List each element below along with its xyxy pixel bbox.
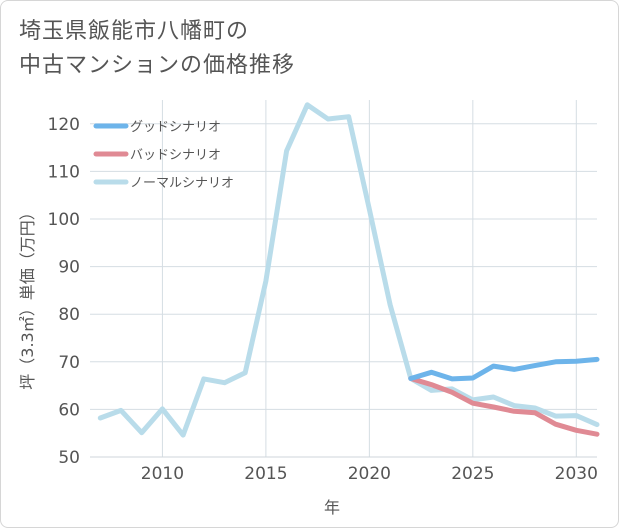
y-axis-label: 坪（3.3㎡）単価（万円）: [18, 204, 37, 389]
y-tick-label: 70: [58, 353, 80, 373]
legend-label: グッドシナリオ: [130, 120, 221, 135]
x-tick-label: 2020: [348, 464, 391, 484]
x-tick-label: 2010: [141, 464, 184, 484]
y-tick-label: 100: [48, 210, 80, 230]
y-tick-label: 80: [58, 305, 80, 325]
y-tick-label: 60: [58, 400, 80, 420]
series-line-2: [97, 102, 600, 438]
y-tick-label: 90: [58, 258, 80, 278]
series-line-0: [408, 356, 600, 382]
y-tick-label: 110: [48, 162, 80, 182]
x-tick-label: 2015: [244, 464, 287, 484]
legend-label: ノーマルシナリオ: [130, 176, 234, 191]
y-tick-label: 120: [48, 115, 80, 135]
series-line-1: [408, 376, 600, 437]
x-tick-label: 2030: [555, 464, 598, 484]
x-tick-label: 2025: [451, 464, 494, 484]
x-axis-label: 年: [324, 498, 340, 517]
series-lines: [97, 102, 600, 438]
legend-label: バッドシナリオ: [130, 148, 221, 163]
chart-title-line-1: 埼玉県飯能市八幡町の: [19, 19, 250, 44]
grid-lines: [90, 100, 597, 458]
y-tick-label: 50: [58, 448, 80, 468]
y-axis-ticks: 50 60 70 80 90 100 110 120: [48, 115, 80, 468]
chart-title-line-2: 中古マンションの価格推移: [19, 53, 296, 78]
chart-title: 埼玉県飯能市八幡町の 中古マンションの価格推移: [19, 15, 295, 83]
x-axis-ticks: 2010 2015 2020 2025 2030: [141, 464, 598, 484]
